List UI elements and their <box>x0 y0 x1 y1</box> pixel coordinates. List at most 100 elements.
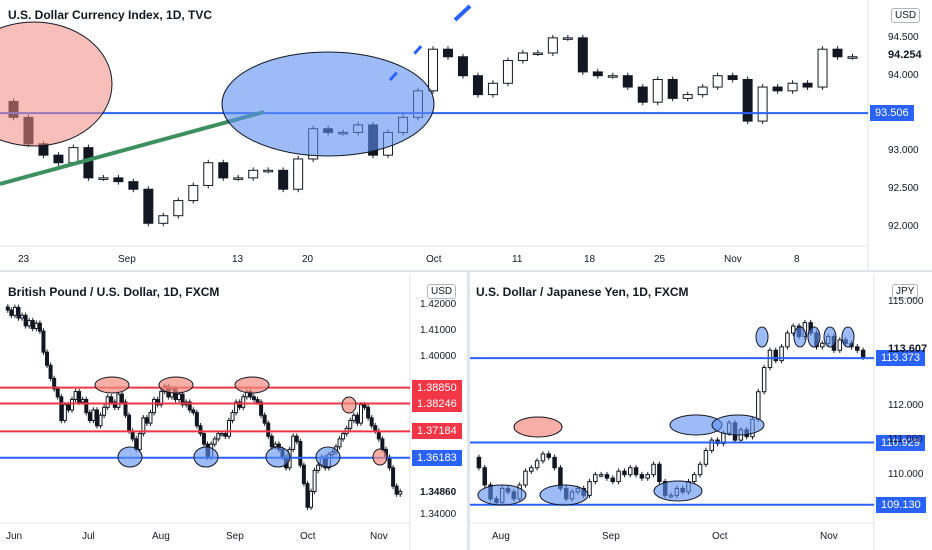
y-tick-label: 92.000 <box>888 221 919 233</box>
candle-body <box>860 349 866 358</box>
candle-body <box>55 388 60 398</box>
candle-body <box>141 417 146 435</box>
candle-body <box>598 474 604 477</box>
candle-body <box>817 48 828 88</box>
candle-body <box>269 435 274 448</box>
candle-body <box>98 177 109 180</box>
pane-divider-horizontal[interactable] <box>0 270 932 272</box>
y-tick-label: 93.000 <box>888 145 919 157</box>
candle-body <box>20 314 25 319</box>
gbpusd-chart-pane[interactable]: British Pound / U.S. Dollar, 1D, FXCM US… <box>0 275 467 550</box>
x-tick-label: Sep <box>226 531 244 542</box>
resistance-touch-ellipse <box>372 448 388 466</box>
candle-body <box>727 75 738 80</box>
usdjpy-chart-title: U.S. Dollar / Japanese Yen, 1D, FXCM <box>476 285 689 299</box>
support-touch-ellipse <box>539 484 589 506</box>
usdjpy-currency-label[interactable]: JPY <box>892 284 919 299</box>
candle-body <box>607 75 618 78</box>
candle-body <box>366 406 371 419</box>
candle-body <box>191 409 196 414</box>
candle-body <box>105 396 110 408</box>
level-price-badge: 1.36183 <box>412 449 462 466</box>
candle-body <box>109 396 114 403</box>
candle-body <box>70 398 74 411</box>
candle-body <box>457 56 468 77</box>
candle-body <box>394 485 399 495</box>
candle-body <box>62 404 67 421</box>
y-tick-label: 111.000 <box>888 434 923 446</box>
candle-body <box>577 37 588 73</box>
candle-body <box>355 414 360 424</box>
candle-body <box>532 52 543 55</box>
candle-body <box>772 86 783 92</box>
candle-body <box>373 425 378 432</box>
candle-body <box>128 181 139 190</box>
candle-body <box>369 417 374 427</box>
candle-body <box>234 401 239 414</box>
highlight-ellipse-red <box>0 21 113 147</box>
dxy-chart-pane[interactable]: U.S. Dollar Currency Index, 1D, TVC USD … <box>0 0 932 270</box>
candle-body <box>293 158 304 190</box>
gbpusd-chart-title: British Pound / U.S. Dollar, 1D, FXCM <box>8 285 220 299</box>
candle-body <box>94 409 99 427</box>
candle-body <box>218 162 229 179</box>
x-tick-label: 18 <box>584 254 596 265</box>
candle-body <box>351 414 356 421</box>
candle-body <box>158 215 169 224</box>
candle-body <box>9 309 14 316</box>
candle-body <box>837 339 843 351</box>
level-price-badge: 1.37184 <box>412 423 462 440</box>
candle-body <box>53 154 64 164</box>
candle-body <box>112 401 117 408</box>
candle-body <box>226 419 231 437</box>
pane-divider-vertical[interactable] <box>467 272 470 550</box>
x-tick-label: 11 <box>512 254 523 265</box>
candle-body <box>12 306 17 316</box>
usdjpy-chart-pane[interactable]: U.S. Dollar / Japanese Yen, 1D, FXCM JPY… <box>470 275 932 550</box>
x-tick-label: Jun <box>6 531 23 542</box>
candle-body <box>177 393 182 400</box>
candle-body <box>198 425 203 435</box>
candle-body <box>476 456 482 469</box>
level-price-badge: 1.38850 <box>412 379 462 396</box>
candle-body <box>790 325 796 334</box>
dxy-currency-label[interactable]: USD <box>891 8 921 23</box>
level-price-badge: 93.506 <box>870 105 914 122</box>
candle-body <box>294 435 299 443</box>
candle-body <box>48 364 53 379</box>
y-tick-label: 115.000 <box>888 295 924 307</box>
candle-body <box>187 401 192 411</box>
support-touch-ellipse <box>841 326 855 348</box>
candle-body <box>5 306 10 311</box>
candle-body <box>233 177 244 180</box>
candle-body <box>80 398 85 403</box>
dxy-chart-title: U.S. Dollar Currency Index, 1D, TVC <box>8 8 213 22</box>
support-touch-ellipse <box>807 326 821 348</box>
candle-body <box>487 82 498 96</box>
gbpusd-currency-label[interactable]: USD <box>427 284 457 299</box>
candle-body <box>616 470 621 483</box>
candle-body <box>223 433 228 437</box>
candle-body <box>309 490 314 508</box>
candle-body <box>59 396 64 421</box>
candle-body <box>592 71 603 77</box>
candle-body <box>305 483 310 508</box>
support-touch-ellipse <box>477 484 527 506</box>
candle-body <box>23 314 28 327</box>
x-tick-label: 23 <box>18 254 30 265</box>
candle-body <box>546 453 552 458</box>
candle-body <box>380 438 385 450</box>
resistance-touch-ellipse <box>513 416 563 438</box>
x-tick-label: Sep <box>118 254 136 265</box>
support-touch-ellipse <box>653 480 703 502</box>
candle-body <box>628 467 633 476</box>
candle-body <box>127 414 132 432</box>
candle-body <box>742 78 753 122</box>
candle-body <box>362 404 367 408</box>
candle-body <box>91 409 96 421</box>
candle-body <box>241 396 246 408</box>
usdjpy-chart-canvas <box>470 275 875 550</box>
candle-body <box>639 474 645 479</box>
candle-body <box>119 393 124 403</box>
candle-body <box>248 169 259 179</box>
